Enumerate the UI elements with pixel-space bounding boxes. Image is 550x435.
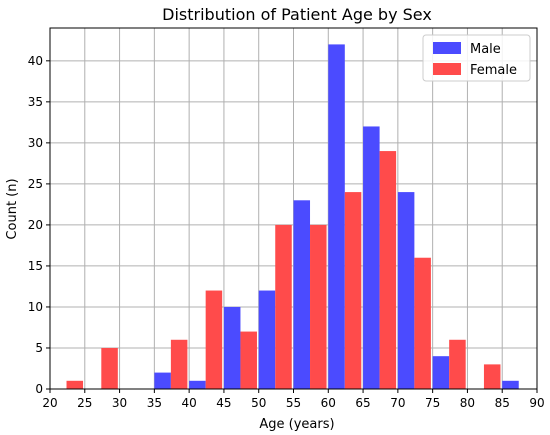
x-tick-label: 25 — [77, 396, 92, 410]
bar-male-65-70 — [363, 126, 380, 390]
ticks: 20 25 30 35 40 45 50 55 60 65 70 75 80 85 90 0 5 10 15 20 25… — [28, 54, 545, 410]
bar-male-55-60 — [293, 200, 311, 389]
x-tick-label: 70 — [390, 396, 405, 410]
bars — [66, 44, 519, 390]
bar-female-25-30 — [101, 347, 118, 389]
x-tick-label: 30 — [112, 396, 127, 410]
bar-female-75-80 — [449, 339, 466, 389]
bar-female-70-75 — [414, 257, 431, 389]
x-tick-label: 80 — [460, 396, 475, 410]
legend-label-female: Female — [470, 63, 517, 78]
bar-male-40-45 — [189, 380, 206, 389]
x-tick-label: 45 — [216, 396, 231, 410]
bar-female-65-70 — [379, 151, 397, 389]
y-tick-label: 25 — [28, 177, 43, 191]
bar-female-40-45 — [205, 290, 223, 389]
bar-female-80-85 — [483, 364, 501, 389]
bar-male-60-65 — [328, 44, 345, 390]
chart-title: Distribution of Patient Age by Sex — [162, 5, 432, 24]
bar-male-45-50 — [223, 306, 241, 389]
x-tick-label: 85 — [495, 396, 510, 410]
bar-female-45-50 — [240, 331, 257, 389]
bar-female-50-55 — [275, 224, 292, 389]
x-tick-label: 55 — [286, 396, 301, 410]
x-tick-label: 35 — [147, 396, 162, 410]
x-tick-label: 90 — [529, 396, 544, 410]
x-tick-label: 65 — [355, 396, 370, 410]
y-tick-label: 10 — [28, 300, 43, 314]
legend: Male Female — [422, 34, 531, 82]
bar-male-75-80 — [432, 356, 450, 389]
bar-female-20-25 — [66, 380, 84, 389]
x-tick-label: 75 — [425, 396, 440, 410]
y-tick-label: 35 — [28, 95, 43, 109]
x-tick-label: 20 — [42, 396, 57, 410]
y-axis-title: Count (n) — [5, 178, 20, 239]
bar-female-60-65 — [344, 192, 362, 389]
legend-label-male: Male — [470, 42, 501, 57]
y-tick-label: 30 — [28, 136, 43, 150]
x-tick-label: 50 — [251, 396, 266, 410]
legend-swatch-male — [433, 42, 461, 54]
x-axis-title: Age (years) — [259, 417, 334, 432]
x-tick-label: 60 — [321, 396, 336, 410]
x-tick-label: 40 — [182, 396, 197, 410]
bar-female-55-60 — [310, 224, 327, 389]
legend-swatch-female — [433, 63, 461, 75]
bar-male-35-40 — [154, 372, 171, 389]
bar-male-50-55 — [258, 290, 276, 389]
bar-male-70-75 — [397, 192, 415, 389]
y-tick-label: 5 — [35, 341, 43, 355]
bar-male-85-90 — [502, 380, 519, 389]
bar-female-35-40 — [170, 339, 188, 389]
y-tick-label: 15 — [28, 259, 43, 273]
y-tick-label: 0 — [35, 382, 43, 396]
y-tick-label: 40 — [28, 54, 43, 68]
y-tick-label: 20 — [28, 218, 43, 232]
